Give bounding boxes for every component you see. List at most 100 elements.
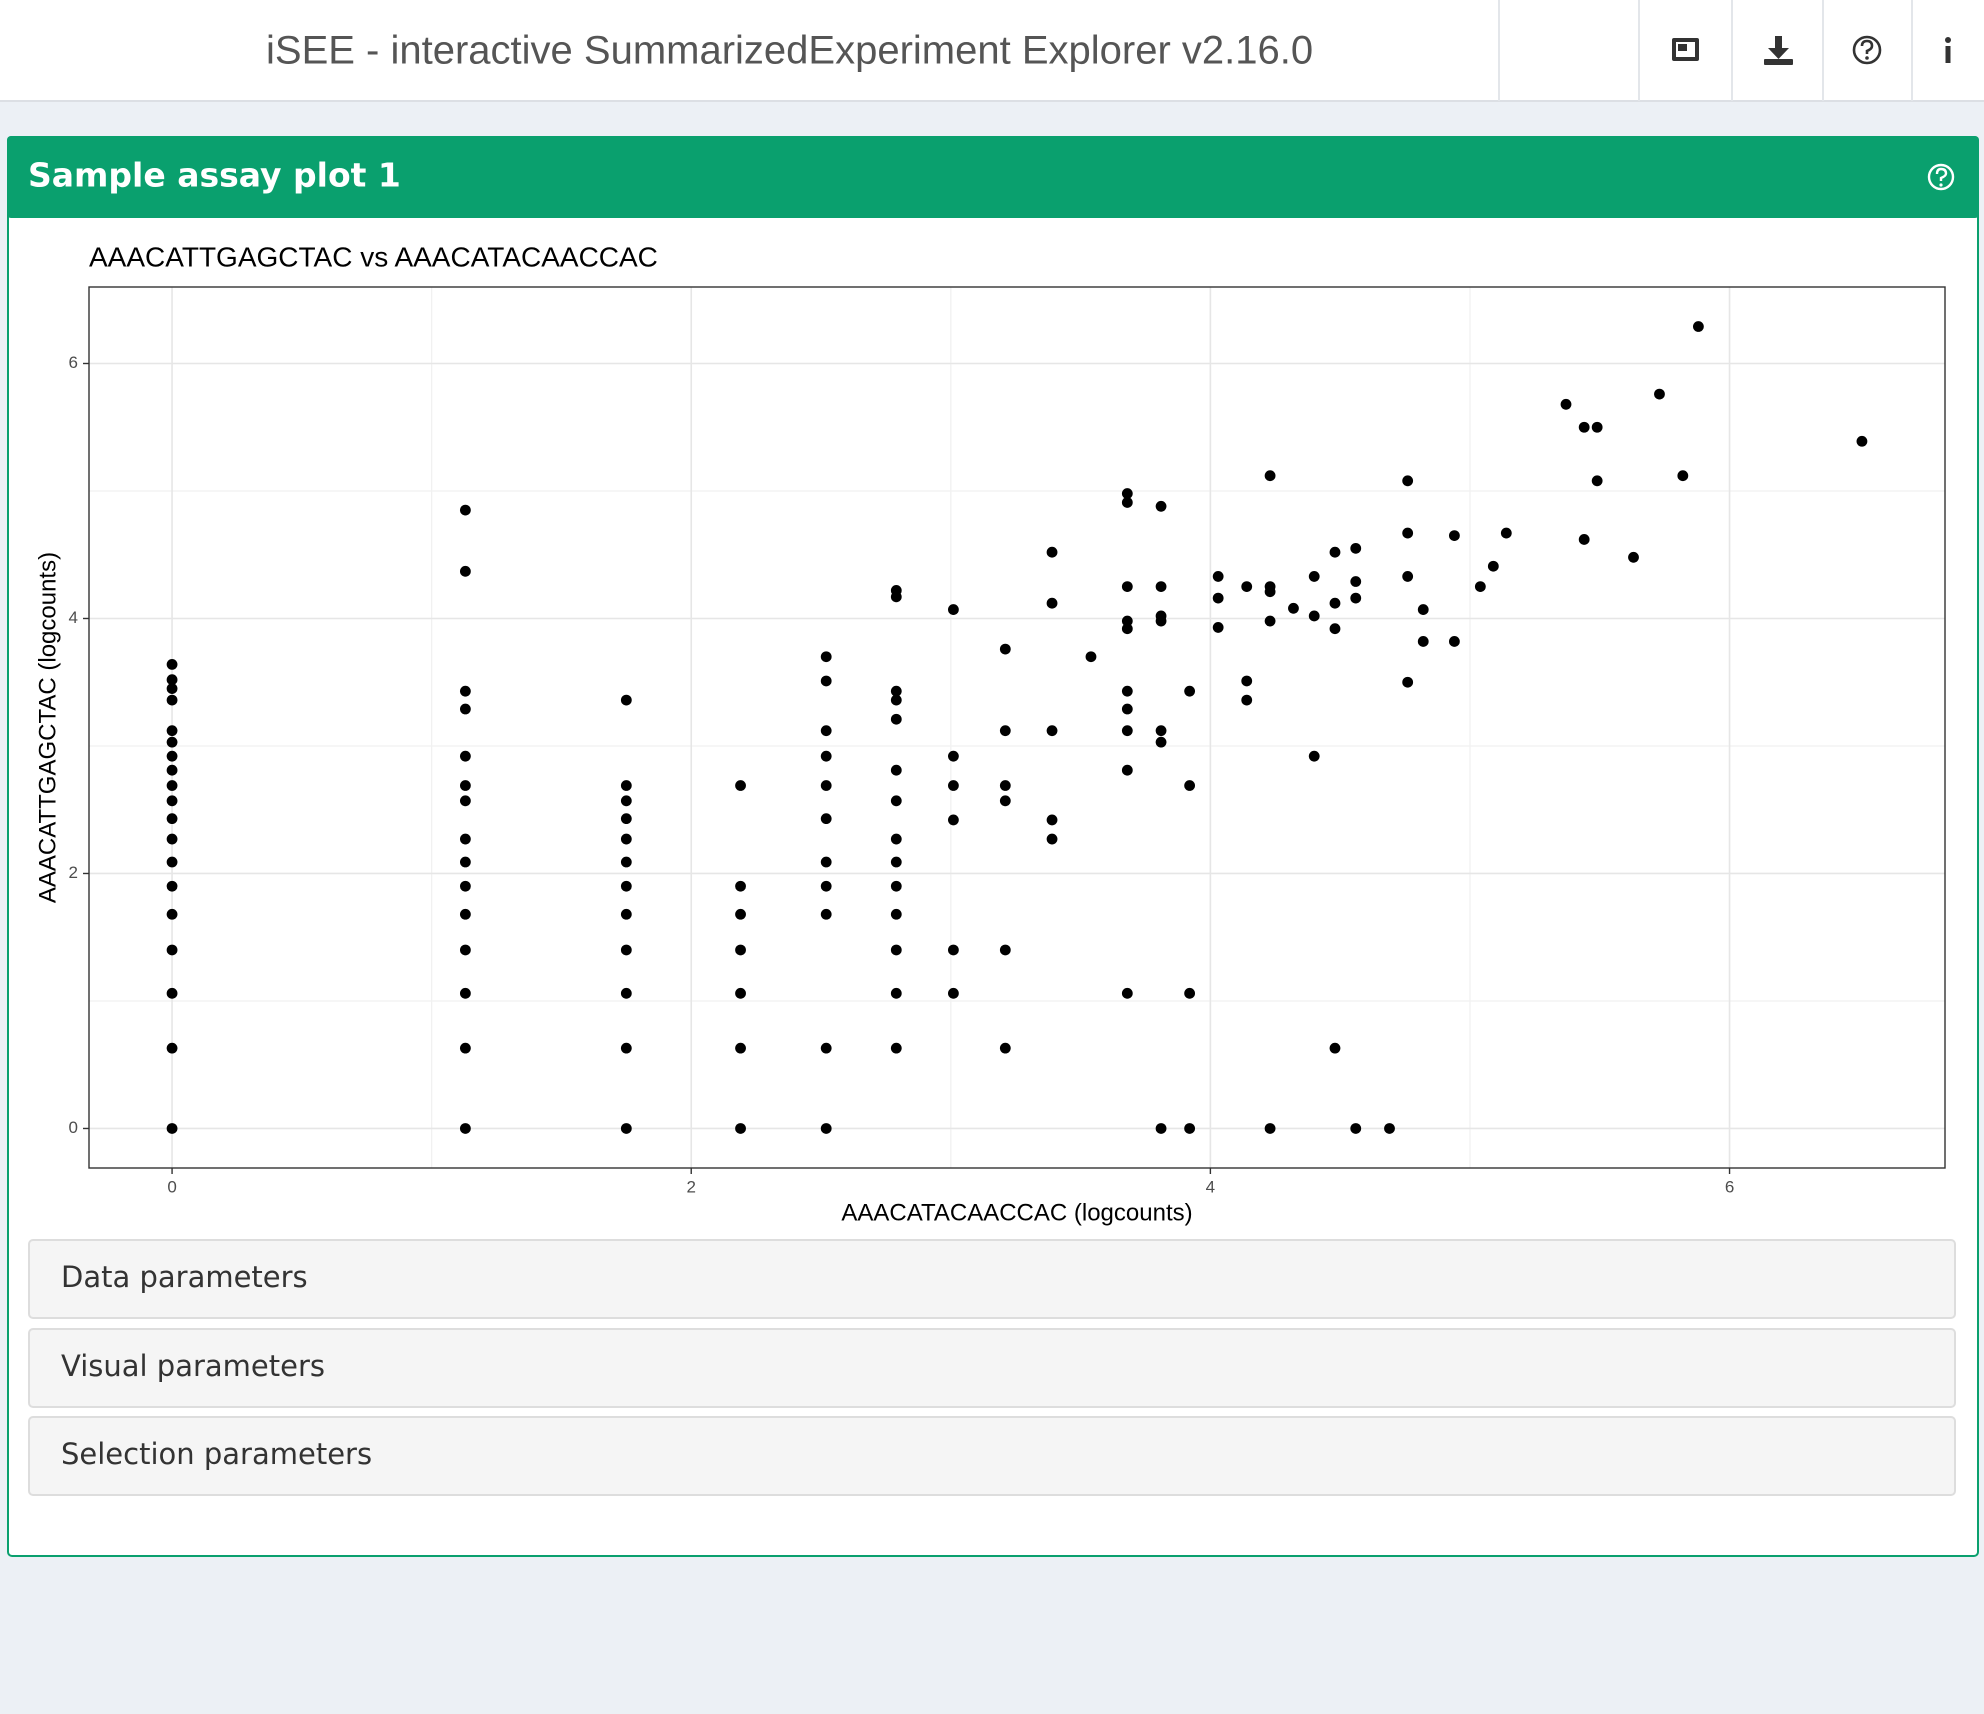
data-point <box>820 675 832 687</box>
data-point <box>1184 685 1196 697</box>
data-point <box>948 750 959 762</box>
data-point <box>1046 814 1058 826</box>
data-point <box>1677 470 1689 482</box>
data-point <box>1155 500 1167 512</box>
data-point <box>1155 736 1167 748</box>
data-point <box>1402 475 1414 487</box>
section-title[interactable]: Visual parameters <box>61 1349 325 1383</box>
data-point <box>1500 527 1512 539</box>
data-point <box>948 604 959 615</box>
data-point <box>1155 581 1167 593</box>
section-header[interactable] <box>28 1239 1956 1319</box>
data-point <box>620 795 632 807</box>
data-point <box>1155 725 1167 737</box>
data-point <box>999 944 1011 956</box>
data-point <box>1264 1123 1276 1134</box>
data-point <box>1046 725 1058 737</box>
y-tick-label: 0 <box>69 1118 78 1137</box>
data-point <box>459 1042 471 1054</box>
data-point <box>459 880 471 892</box>
data-point <box>820 725 832 737</box>
data-point <box>166 750 178 762</box>
info-icon[interactable] <box>1945 37 1951 63</box>
help-icon[interactable] <box>1852 35 1882 65</box>
data-point <box>999 795 1011 807</box>
data-point <box>1350 1123 1362 1134</box>
data-point <box>1591 421 1603 433</box>
box-help-icon[interactable] <box>1927 163 1955 191</box>
data-point <box>1329 1042 1341 1054</box>
data-point <box>620 987 632 999</box>
section-title[interactable]: Selection parameters <box>61 1437 372 1471</box>
data-point <box>166 795 178 807</box>
x-axis-title: AAACATACAACCAC (logcounts) <box>841 1199 1192 1226</box>
data-point <box>1121 581 1133 593</box>
y-tick-label: 2 <box>69 863 78 882</box>
y-tick-label: 4 <box>69 608 78 627</box>
data-point <box>1121 488 1133 499</box>
data-point <box>1046 833 1058 845</box>
plot: 0 2 4 6 0 2 4 6 AAACATACAACCAC (logcounts) AAACAT… <box>34 286 1946 1226</box>
data-point <box>459 833 471 845</box>
data-point <box>620 856 632 868</box>
data-point <box>166 833 178 845</box>
data-point <box>1241 675 1253 687</box>
section-header[interactable] <box>28 1416 1956 1496</box>
data-point <box>1046 597 1058 609</box>
x-tick-label: 2 <box>686 1177 695 1196</box>
download-icon[interactable] <box>1764 36 1793 65</box>
data-point <box>459 795 471 807</box>
data-point <box>890 713 902 725</box>
data-point <box>1578 421 1590 433</box>
data-point <box>820 1123 832 1134</box>
data-point <box>459 504 471 516</box>
data-point <box>1417 604 1429 615</box>
data-point <box>999 780 1011 791</box>
data-point <box>1487 560 1499 572</box>
section-title[interactable]: Data parameters <box>61 1260 308 1294</box>
data-point <box>459 565 471 577</box>
data-point <box>890 694 902 706</box>
data-point <box>166 856 178 868</box>
data-point <box>1121 703 1133 715</box>
data-point <box>166 736 178 748</box>
data-point <box>166 764 178 776</box>
data-point <box>1121 615 1133 627</box>
data-point <box>1121 623 1133 635</box>
data-point <box>459 944 471 956</box>
plot-panel <box>89 287 1945 1168</box>
data-point <box>1402 527 1414 539</box>
data-point <box>1155 1123 1167 1134</box>
data-point <box>1308 610 1320 622</box>
data-point <box>1212 571 1224 582</box>
data-point <box>1578 534 1590 545</box>
x-tick-label: 6 <box>1725 1177 1734 1196</box>
data-point <box>459 908 471 920</box>
data-point <box>620 1123 632 1134</box>
data-point <box>1350 576 1362 587</box>
data-point <box>459 987 471 999</box>
data-point <box>948 780 959 791</box>
data-point <box>1121 764 1133 776</box>
data-point <box>1184 987 1196 999</box>
data-point <box>459 1123 471 1134</box>
data-point <box>1402 571 1414 582</box>
data-point <box>1350 592 1362 604</box>
panel-organization-icon[interactable] <box>1672 38 1699 61</box>
data-point <box>620 813 632 825</box>
data-point <box>1329 546 1341 558</box>
data-point <box>1121 987 1133 999</box>
data-point <box>166 880 178 892</box>
data-point <box>999 643 1011 655</box>
data-point <box>459 750 471 762</box>
data-point <box>620 694 632 706</box>
data-point <box>1241 694 1253 706</box>
section-header[interactable] <box>28 1328 1956 1408</box>
data-point <box>890 795 902 807</box>
data-point <box>620 1042 632 1054</box>
data-point <box>820 780 832 791</box>
data-point <box>735 880 746 892</box>
header-title: iSEE - interactive SummarizedExperiment … <box>266 29 1313 73</box>
data-point <box>735 908 746 920</box>
